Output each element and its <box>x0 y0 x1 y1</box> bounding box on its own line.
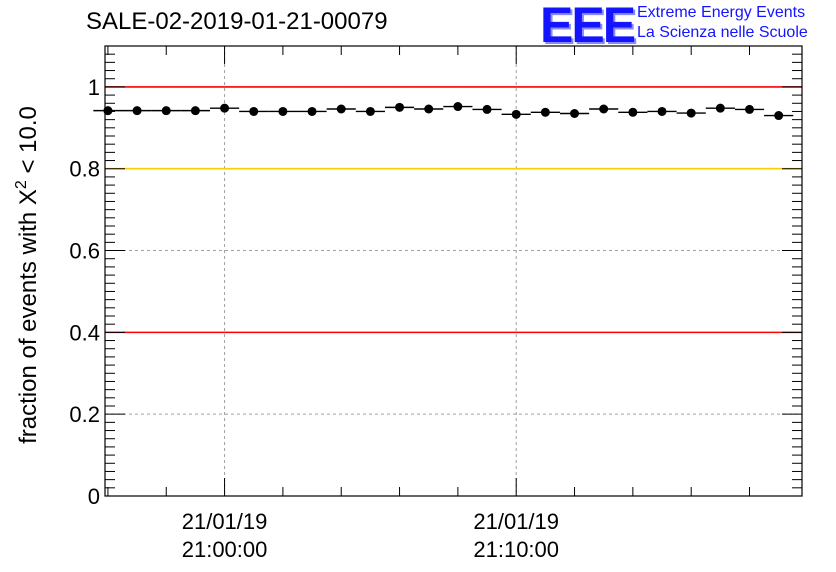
plot-area <box>105 46 802 496</box>
data-point <box>161 106 171 116</box>
x-tick-label-date: 21/01/19 <box>473 509 559 534</box>
y-tick-label: 0.2 <box>69 402 100 427</box>
x-tick-label-date: 21/01/19 <box>182 509 268 534</box>
data-point <box>715 103 725 113</box>
y-axis-label: fraction of events with X2 < 10.0 <box>13 106 42 444</box>
data-point <box>278 106 288 116</box>
y-tick-label: 0 <box>88 484 100 509</box>
data-point <box>774 111 784 121</box>
data-point <box>249 106 259 116</box>
data-point <box>599 104 609 114</box>
data-point <box>307 106 317 116</box>
data-point <box>657 106 667 116</box>
data-point <box>511 109 521 119</box>
y-tick-label: 0.4 <box>69 320 100 345</box>
logo-line-1: Extreme Energy Events <box>637 4 806 21</box>
x-tick-label-time: 21:00:00 <box>182 537 268 562</box>
x-tick-label-time: 21:10:00 <box>473 537 559 562</box>
data-point <box>482 104 492 114</box>
data-point <box>745 104 755 114</box>
data-point <box>628 107 638 117</box>
data-point <box>336 104 346 114</box>
y-tick-label: 0.8 <box>69 157 100 182</box>
data-point <box>132 106 142 116</box>
data-point <box>570 109 580 118</box>
eee-logo-letters: EEE <box>540 0 636 53</box>
logo-line-2: La Scienza nelle Scuole <box>637 24 808 41</box>
data-point <box>686 108 696 118</box>
data-point <box>190 106 200 116</box>
y-tick-label: 1 <box>88 75 100 100</box>
data-point <box>103 106 113 116</box>
data-point <box>395 102 405 112</box>
data-point <box>540 107 550 117</box>
y-tick-label: 0.6 <box>69 239 100 264</box>
data-point <box>220 103 230 113</box>
plot-frame <box>104 45 803 497</box>
eee-logo: EEE Extreme Energy Events La Scienza nel… <box>540 0 836 53</box>
data-point <box>365 106 375 116</box>
data-point <box>453 102 463 112</box>
chart-title: SALE-02-2019-01-21-00079 <box>86 8 388 35</box>
data-point <box>424 104 434 114</box>
